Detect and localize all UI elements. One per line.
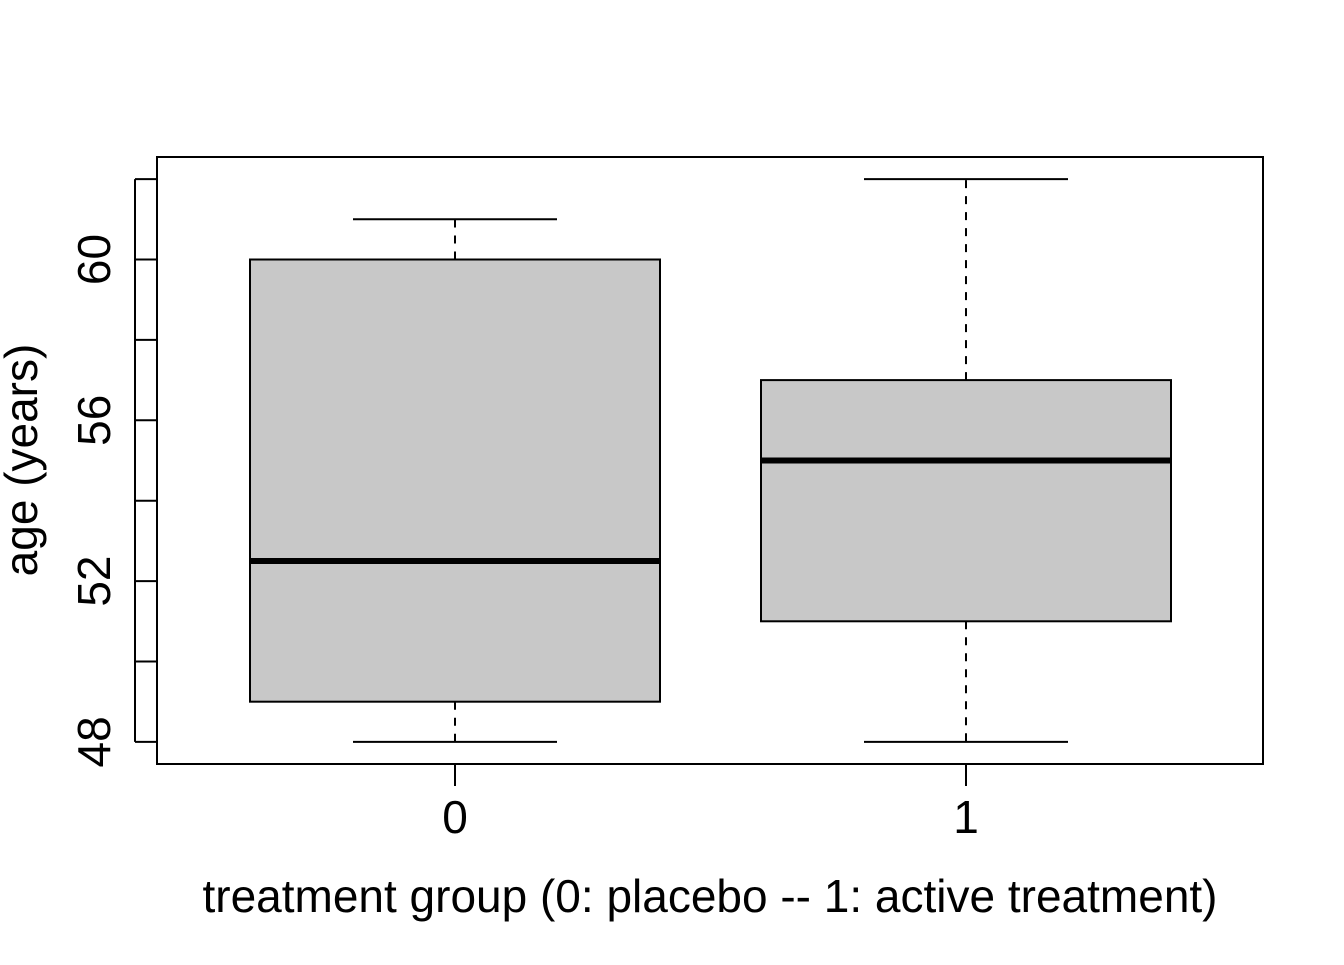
box-iqr [760,379,1172,623]
x-tick-label: 0 [442,791,468,843]
y-tick-label: 60 [68,234,120,285]
boxes-layer [249,178,1172,743]
y-tick-label: 56 [68,395,120,446]
box-iqr [249,258,661,703]
x-axis-label: treatment group (0: placebo -- 1: active… [202,870,1217,922]
y-axis: 48 52 56 60 [68,178,157,767]
y-axis-label: age (years) [0,344,47,577]
y-tick-label: 48 [68,716,120,767]
y-tick-label: 52 [68,556,120,607]
x-tick-label: 1 [953,791,979,843]
box-group-1 [760,178,1172,743]
box-group-0 [249,218,661,743]
plot-frame [156,156,1264,765]
